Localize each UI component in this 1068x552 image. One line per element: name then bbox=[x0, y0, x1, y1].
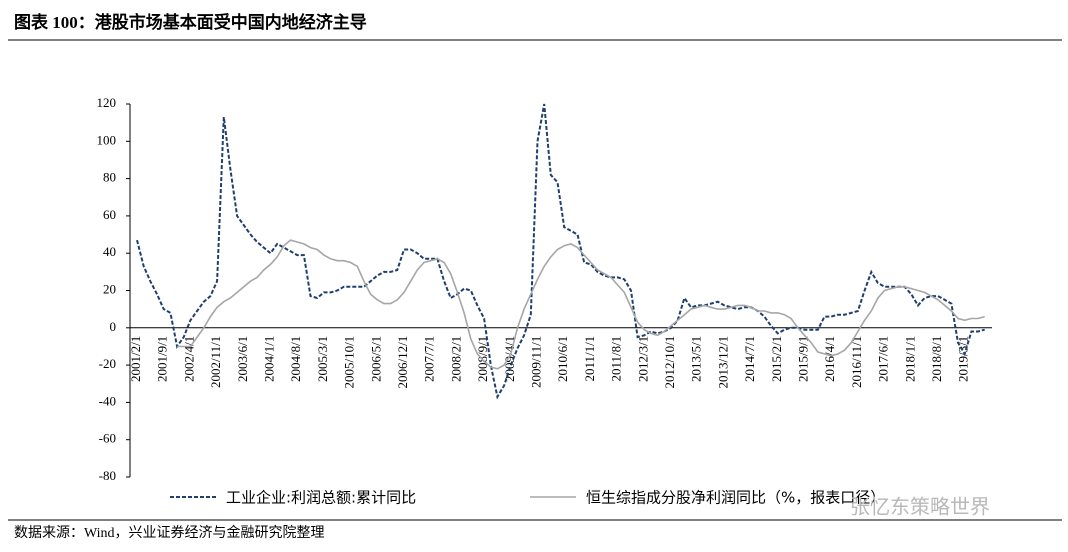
series-line bbox=[177, 239, 985, 370]
x-tick-label: 2004/8/1 bbox=[288, 336, 303, 382]
x-tick-label: 2015/9/1 bbox=[795, 336, 810, 382]
x-tick-label: 2002/4/1 bbox=[181, 336, 196, 382]
x-tick-label: 2006/5/1 bbox=[368, 336, 383, 382]
x-tick-label: 2015/2/1 bbox=[769, 336, 784, 382]
y-tick-label: -60 bbox=[99, 431, 116, 446]
source: 数据来源：Wind，兴业证券经济与金融研究院整理 bbox=[14, 525, 325, 541]
x-tick-label: 2014/7/1 bbox=[742, 336, 757, 382]
x-tick-label: 2011/8/1 bbox=[609, 336, 624, 382]
x-tick-label: 2002/11/1 bbox=[208, 336, 223, 388]
y-tick-label: 40 bbox=[103, 244, 116, 259]
y-tick-label: 100 bbox=[97, 132, 117, 147]
x-tick-label: 2012/10/1 bbox=[662, 336, 677, 389]
x-tick-label: 2008/2/1 bbox=[448, 336, 463, 382]
y-tick-label: 80 bbox=[103, 170, 116, 185]
x-tick-label: 2017/6/1 bbox=[876, 336, 891, 382]
y-tick-label: -20 bbox=[99, 356, 116, 371]
chart-title: 图表 100：港股市场基本面受中国内地经济主导 bbox=[14, 12, 367, 32]
series-line bbox=[136, 103, 985, 400]
x-tick-label: 2001/2/1 bbox=[128, 336, 143, 382]
x-tick-label: 2018/8/1 bbox=[929, 336, 944, 382]
x-tick-label: 2009/4/1 bbox=[502, 336, 517, 382]
x-tick-label: 2016/4/1 bbox=[822, 336, 837, 382]
y-tick-label: 60 bbox=[103, 207, 116, 222]
x-tick-label: 2005/10/1 bbox=[342, 336, 357, 389]
x-tick-label: 2013/5/1 bbox=[689, 336, 704, 382]
x-tick-label: 2001/9/1 bbox=[155, 336, 170, 382]
y-tick-label: 120 bbox=[97, 95, 117, 110]
x-tick-label: 2018/1/1 bbox=[902, 336, 917, 382]
x-tick-label: 2003/6/1 bbox=[235, 336, 250, 382]
x-tick-label: 2009/11/1 bbox=[528, 336, 543, 388]
y-tick-label: -40 bbox=[99, 393, 116, 408]
y-tick-label: 20 bbox=[103, 281, 116, 296]
x-tick-label: 2016/11/1 bbox=[849, 336, 864, 388]
legend-label: 恒生综指成分股净利润同比（%，报表口径） bbox=[586, 489, 885, 507]
watermark: 张忆东策略世界 bbox=[850, 495, 990, 519]
legend-label: 工业企业:利润总额:累计同比 bbox=[226, 489, 416, 507]
x-tick-label: 2007/7/1 bbox=[422, 336, 437, 382]
x-tick-label: 2013/12/1 bbox=[715, 336, 730, 389]
x-tick-label: 2005/3/1 bbox=[315, 336, 330, 382]
x-tick-label: 2004/1/1 bbox=[261, 336, 276, 382]
x-tick-label: 2011/1/1 bbox=[582, 336, 597, 382]
x-tick-label: 2006/12/1 bbox=[395, 336, 410, 389]
y-tick-label: -80 bbox=[99, 468, 116, 483]
x-tick-label: 2012/3/1 bbox=[635, 336, 650, 382]
x-tick-label: 2010/6/1 bbox=[555, 336, 570, 382]
y-tick-label: 0 bbox=[110, 319, 117, 334]
